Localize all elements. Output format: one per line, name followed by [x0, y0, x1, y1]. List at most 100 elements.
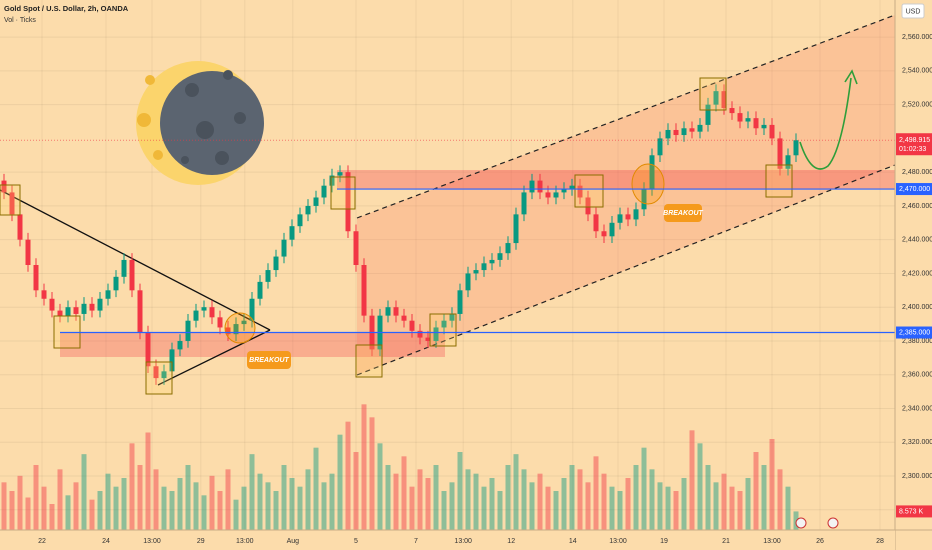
candle-body: [721, 91, 727, 109]
candle-body: [569, 185, 575, 190]
volume-bar: [329, 473, 335, 530]
candle-body: [361, 265, 367, 316]
candle-body: [281, 239, 287, 257]
volume-bar: [577, 469, 583, 530]
candle-body: [185, 320, 191, 341]
candle-body: [593, 214, 599, 232]
volume-bar: [417, 469, 423, 530]
annotation: BREAKOUT: [249, 357, 289, 364]
volume-bar: [57, 469, 63, 530]
volume-bar: [593, 456, 599, 530]
x-tick-label: 12: [507, 538, 515, 545]
volume-bar: [481, 486, 487, 530]
volume-bar: [433, 465, 439, 530]
candle-body: [745, 118, 751, 122]
y-tick-label: 2,460.000: [902, 203, 932, 210]
candle-body: [305, 205, 311, 215]
candle-body: [561, 189, 567, 193]
volume-bar: [49, 504, 55, 530]
volume-bar: [273, 491, 279, 530]
price-label: 2,470.000: [899, 186, 930, 193]
box: [574, 174, 604, 208]
volume-bar: [553, 491, 559, 530]
candle-body: [793, 140, 799, 156]
volume-bar: [177, 478, 183, 530]
volume-bar: [89, 499, 95, 530]
volume-bar: [585, 482, 591, 530]
volume-bar: [665, 486, 671, 530]
price-label: 2,385.000: [899, 329, 930, 336]
volume-bar: [25, 497, 31, 530]
candle-body: [457, 290, 463, 314]
breakout-circle: [224, 312, 256, 344]
volume-bar: [377, 443, 383, 530]
volume-bar: [721, 473, 727, 530]
candle-body: [465, 273, 471, 291]
candle-body: [169, 349, 175, 372]
volume-bar: [657, 482, 663, 530]
volume-bar: [225, 469, 231, 530]
candle-body: [33, 265, 39, 291]
x-tick-label: 22: [38, 538, 46, 545]
volume-bar: [521, 469, 527, 530]
volume-bar: [305, 469, 311, 530]
x-tick-label: 14: [569, 538, 577, 545]
volume-bar: [297, 486, 303, 530]
volume-bar: [209, 475, 215, 530]
y-tick-label: 2,540.000: [902, 68, 932, 75]
volume-bar: [385, 465, 391, 530]
volume-bar: [409, 486, 415, 530]
candle-body: [161, 371, 167, 379]
volume-bar: [617, 491, 623, 530]
volume-bar: [649, 469, 655, 530]
box: [699, 77, 727, 111]
candle-body: [73, 307, 79, 314]
volume-bar: [777, 469, 783, 530]
candle-body: [641, 189, 647, 210]
candle-body: [633, 209, 639, 220]
axis-labels: 2,560.000 2,540.000 2,520.000 2,480.000 2,46…: [38, 34, 932, 545]
volume-bar: [281, 465, 287, 530]
candle-body: [25, 239, 31, 265]
volume-bar: [41, 486, 47, 530]
candle-body: [353, 231, 359, 265]
candle-body: [1, 180, 7, 193]
volume-bar: [569, 465, 575, 530]
volume-bar: [513, 454, 519, 530]
highlight-boxes: [0, 77, 793, 395]
price-label: 2,498.915: [899, 137, 930, 144]
volume-bar: [489, 478, 495, 530]
crater: [196, 121, 214, 139]
x-tick-label: 24: [102, 538, 110, 545]
volume-bar: [345, 421, 351, 530]
volume-bar: [153, 469, 159, 530]
candle-body: [697, 124, 703, 132]
box: [765, 164, 793, 198]
candle-body: [417, 330, 423, 338]
volume-bar: [65, 495, 71, 530]
volume-bar: [785, 486, 791, 530]
candle-body: [65, 307, 71, 316]
volume-pane: [1, 404, 799, 530]
volume-bar: [113, 486, 119, 530]
box: [145, 361, 173, 395]
candle-body: [673, 129, 679, 136]
candle-body: [153, 366, 159, 379]
candle-body: [233, 324, 239, 335]
box: [330, 176, 356, 210]
currency: USD: [906, 8, 921, 15]
annotation-box: [664, 204, 702, 222]
volume-bar: [641, 447, 647, 530]
crater: [215, 151, 229, 165]
candle-body: [17, 214, 23, 240]
volume-bar: [313, 447, 319, 530]
candle-body: [785, 155, 791, 169]
candles: [1, 84, 799, 385]
moon: [136, 61, 264, 185]
volume-bar: [737, 491, 743, 530]
volume-bar: [9, 491, 15, 530]
volume-bar: [697, 443, 703, 530]
candle-body: [657, 138, 663, 156]
volume-bar: [321, 482, 327, 530]
x-tick-label: 28: [876, 538, 884, 545]
